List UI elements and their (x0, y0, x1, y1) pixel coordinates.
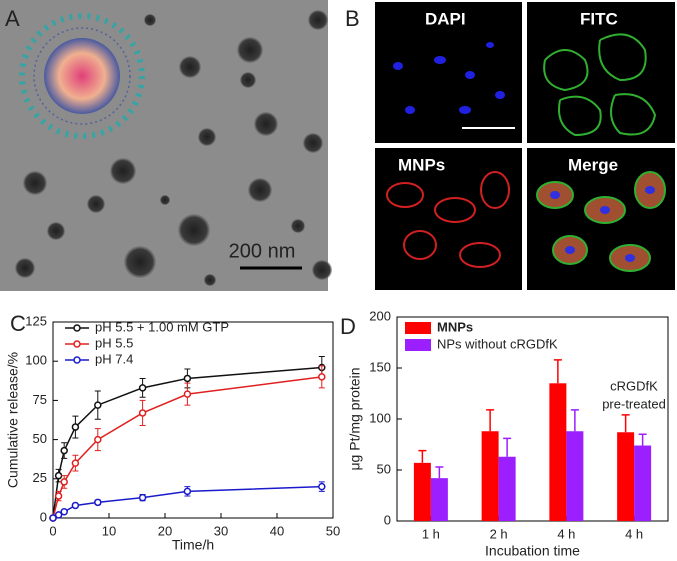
data-point (183, 374, 192, 383)
data-point (54, 471, 63, 480)
x-tick-label: 10 (102, 523, 116, 538)
error-bar (435, 466, 444, 479)
data-point (54, 511, 63, 519)
error-bar (638, 433, 647, 446)
x-tick-label: 20 (158, 523, 172, 538)
micelle-core (44, 38, 120, 114)
x-tick-label: 0 (49, 523, 56, 538)
y-tick-label: 25 (33, 470, 47, 485)
x-tick-label: 4 h (625, 526, 643, 541)
x-tick-label: 1 h (422, 526, 440, 541)
x-axis-title: Time/h (172, 537, 214, 553)
x-tick-label: 50 (326, 523, 340, 538)
data-point (138, 409, 147, 417)
legend-marker (73, 340, 81, 348)
data-point (60, 478, 68, 486)
y-tick-label: 75 (33, 392, 47, 407)
y-tick-label: 100 (25, 353, 47, 368)
bar (617, 432, 635, 521)
data-point (318, 482, 326, 491)
data-point (60, 446, 68, 455)
data-point (71, 501, 80, 510)
data-point (49, 514, 57, 522)
x-tick-label: 30 (214, 523, 228, 538)
plot-frame (52, 321, 334, 519)
error-bar (418, 449, 427, 463)
y-tick-label: 50 (33, 431, 47, 446)
legend-label: MNPs (437, 319, 473, 334)
data-point (94, 435, 102, 444)
fluorescence-panel: B DAPI FITC MNPs Merge (345, 2, 675, 290)
channel-label: Merge (568, 155, 618, 174)
data-point (71, 423, 80, 431)
data-point (94, 498, 102, 507)
legend-marker (73, 324, 81, 332)
legend-label: pH 7.4 (95, 351, 133, 366)
data-point (183, 487, 192, 496)
scale-bar-label: 200 nm (229, 240, 296, 262)
y-tick-label: 0 (384, 512, 391, 527)
bar (413, 462, 431, 521)
tem-image: A 200 nm (0, 0, 332, 291)
panel-label: C (10, 311, 26, 336)
y-tick-label: 150 (369, 359, 391, 374)
error-bar (486, 409, 495, 432)
panel-label: A (5, 6, 20, 31)
data-point (94, 401, 102, 409)
x-tick-label: 4 h (557, 526, 575, 541)
y-tick-label: 50 (377, 461, 391, 476)
data-point (60, 507, 68, 516)
data-point (318, 373, 326, 381)
bar (566, 431, 584, 521)
legend-label: pH 5.5 (95, 335, 133, 350)
error-bar (553, 359, 562, 384)
y-axis-title: Cumulative release/% (5, 352, 21, 488)
annotation: cRGDfK (610, 378, 658, 393)
data-point (183, 390, 192, 398)
legend-label: pH 5.5 + 1.00 mM GTP (95, 319, 229, 334)
legend-swatch (405, 322, 431, 334)
legend-swatch (405, 339, 431, 351)
channel-label: MNPs (398, 155, 445, 174)
plot-frame (396, 316, 669, 522)
x-tick-label: 40 (270, 523, 284, 538)
x-axis-title: Incubation time (485, 543, 580, 559)
error-bar (621, 414, 630, 433)
data-point (138, 384, 147, 392)
bar (430, 478, 448, 521)
bar (481, 431, 499, 521)
panel-label: B (345, 6, 360, 31)
y-tick-label: 0 (40, 509, 47, 524)
x-tick-label: 2 h (490, 526, 508, 541)
bar (549, 383, 567, 521)
bar (634, 445, 652, 521)
bar (498, 456, 516, 521)
data-point (71, 459, 80, 467)
annotation: pre-treated (602, 396, 666, 411)
channel-label: FITC (580, 9, 618, 28)
legend-marker (73, 356, 81, 364)
y-tick-label: 200 (369, 308, 391, 323)
error-bar (503, 437, 512, 457)
y-axis-title: μg Pt/mg protein (347, 367, 363, 470)
error-bar (570, 409, 579, 432)
channel-label: DAPI (425, 9, 466, 28)
series-line (52, 366, 322, 519)
panel-label: D (340, 314, 356, 339)
y-tick-label: 125 (25, 313, 47, 328)
data-point (54, 492, 63, 500)
y-tick-label: 100 (369, 410, 391, 425)
data-point (138, 493, 147, 502)
legend-label: NPs without cRGDfK (437, 336, 558, 351)
